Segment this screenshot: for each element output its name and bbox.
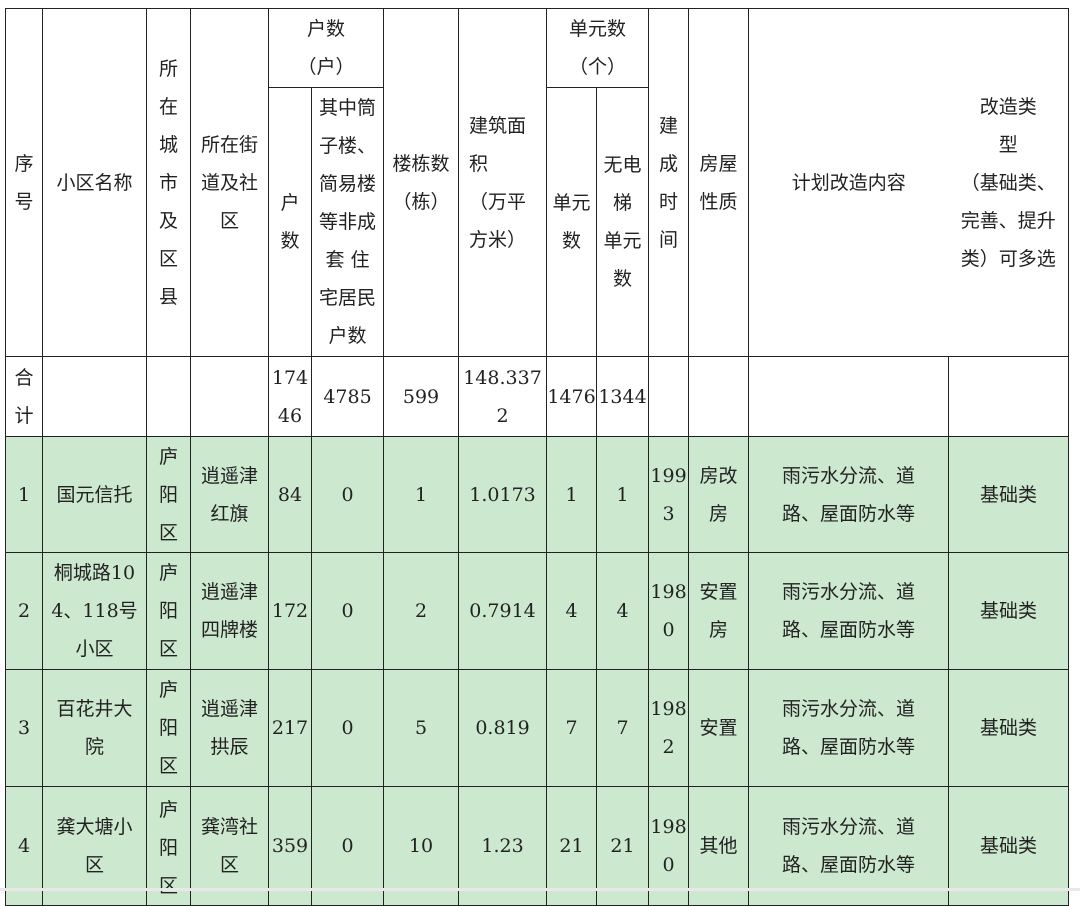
cell-buildings: 2 <box>383 552 460 670</box>
total-empty <box>948 356 1070 437</box>
total-buildings: 599 <box>383 356 460 437</box>
cell-plan: 雨污水分流、道 路、屋面防水等 <box>748 669 950 787</box>
header-subrow: 户 数 其中筒 子楼、 简易楼 等非成 套 住 宅居民 户数 单元 数 无电 梯… <box>6 87 1069 357</box>
cell-households: 359 <box>268 786 312 906</box>
total-empty <box>648 356 690 437</box>
total-area: 148.337 2 <box>458 356 548 437</box>
cell-category: 基础类 <box>948 552 1070 670</box>
total-tube-households: 4785 <box>310 356 385 437</box>
cell-plan: 雨污水分流、道 路、屋面防水等 <box>748 552 950 670</box>
renovation-table: 序 号 小区名称 所 在 城 市 及 区 县 所在街 道及社 区 户数 （户） … <box>5 8 1070 906</box>
total-units: 1476 <box>546 356 598 437</box>
cell-buildings: 5 <box>383 669 460 787</box>
header-area: 建筑面 积 （万平 方米） <box>458 8 548 357</box>
total-empty <box>42 356 147 437</box>
cell-category: 基础类 <box>948 436 1070 553</box>
header-plan-category: 计划改造内容 改造类 型 （基础类、 完善、提升 类）可多选 <box>748 8 1070 357</box>
table-row: 1 国元信托庐 阳 区逍遥津 红旗 84 0 1 1.0173 1 1 199 3 房改 房雨污水… <box>5 436 1070 553</box>
cell-type: 安置 <box>688 669 750 787</box>
cell-seq: 4 <box>5 786 43 906</box>
total-row: 合 计 174 46 4785 599 148.337 2 1476 1344 <box>5 356 1070 437</box>
table-row: 3 百花井大 院庐 阳 区逍遥津 拱辰 217 0 5 0.819 7 7 198 2 安置 雨污水… <box>5 669 1070 787</box>
cell-seq: 3 <box>5 669 43 787</box>
total-label: 合 计 <box>5 356 43 437</box>
header-units: 单元 数 <box>546 87 598 357</box>
total-empty <box>688 356 750 437</box>
header-built-year: 建 成 时 间 <box>648 8 690 357</box>
cell-name: 百花井大 院 <box>42 669 147 787</box>
cell-units: 21 <box>546 786 598 906</box>
cell-plan: 雨污水分流、道 路、屋面防水等 <box>748 436 950 553</box>
cell-city: 庐 阳 区 <box>146 552 191 670</box>
cell-street: 逍遥津 四牌楼 <box>190 552 269 670</box>
cell-name: 龚大塘小 区 <box>42 786 147 906</box>
header-households-group: 户数 （户） <box>267 8 385 88</box>
header-category: 改造类 型 （基础类、 完善、提升 类）可多选 <box>960 95 1056 270</box>
header-no-elevator-units: 无电 梯 单元 数 <box>596 87 650 357</box>
header-buildings: 楼栋数 （栋） <box>383 8 460 357</box>
cell-tube: 0 <box>310 786 385 906</box>
total-empty <box>748 356 950 437</box>
cell-buildings: 10 <box>383 786 460 906</box>
cell-area: 0.7914 <box>458 552 548 670</box>
header-street: 所在街 道及社 区 <box>190 8 269 357</box>
header-seq: 序 号 <box>5 8 43 357</box>
cell-category: 基础类 <box>948 669 1070 787</box>
cell-street: 龚湾社 区 <box>190 786 269 906</box>
cell-seq: 1 <box>5 436 43 553</box>
cell-type: 房改 房 <box>688 436 750 553</box>
total-empty <box>190 356 269 437</box>
header-plan: 计划改造内容 <box>791 171 906 194</box>
header-house-type: 房屋 性质 <box>688 8 750 357</box>
header-city: 所 在 城 市 及 区 县 <box>146 8 191 357</box>
cell-type: 安置 房 <box>688 552 750 670</box>
cell-year: 199 3 <box>648 436 690 553</box>
total-no-elevator-units: 1344 <box>596 356 650 437</box>
total-households: 174 46 <box>268 356 312 437</box>
header-name: 小区名称 <box>42 8 147 357</box>
cell-households: 84 <box>268 436 312 553</box>
cell-city: 庐 阳 区 <box>146 436 191 553</box>
cell-tube: 0 <box>310 552 385 670</box>
cell-seq: 2 <box>5 552 43 670</box>
cell-households: 217 <box>268 669 312 787</box>
cell-year: 198 2 <box>648 669 690 787</box>
cell-tube: 0 <box>310 436 385 553</box>
cell-street: 逍遥津 红旗 <box>190 436 269 553</box>
cell-tube: 0 <box>310 669 385 787</box>
cell-year: 198 0 <box>648 552 690 670</box>
cell-buildings: 1 <box>383 436 460 553</box>
header-households: 户 数 <box>268 87 312 357</box>
cell-name: 桐城路10 4、118号 小区 <box>42 552 147 670</box>
cell-area: 0.819 <box>458 669 548 787</box>
cell-units: 1 <box>546 436 598 553</box>
cell-no-elev: 7 <box>596 669 650 787</box>
cell-units: 4 <box>546 552 598 670</box>
header-units-group: 单元数 （个） <box>546 8 650 88</box>
cell-category: 基础类 <box>948 786 1070 906</box>
cell-households: 172 <box>268 552 312 670</box>
table-row: 2 桐城路10 4、118号 小区庐 阳 区逍遥津 四牌楼 172 0 2 0.7914 4… <box>5 552 1070 670</box>
cell-name: 国元信托 <box>42 436 147 553</box>
cell-area: 1.23 <box>458 786 548 906</box>
cell-units: 7 <box>546 669 598 787</box>
page-edge <box>0 888 1080 891</box>
cell-city: 庐 阳 区 <box>146 669 191 787</box>
cell-no-elev: 21 <box>596 786 650 906</box>
cell-area: 1.0173 <box>458 436 548 553</box>
cell-type: 其他 <box>688 786 750 906</box>
cell-year: 198 0 <box>648 786 690 906</box>
total-empty <box>146 356 191 437</box>
header-tube-households: 其中筒 子楼、 简易楼 等非成 套 住 宅居民 户数 <box>310 87 385 357</box>
header-row: 序 号 小区名称 所 在 城 市 及 区 县 所在街 道及社 区 户数 （户） … <box>5 8 1070 357</box>
cell-city: 庐 阳 区 <box>146 786 191 906</box>
table-row: 4 龚大塘小 区庐 阳 区龚湾社 区 359 0 10 1.23 21 21 198 0 其他 雨污… <box>5 786 1070 906</box>
cell-no-elev: 1 <box>596 436 650 553</box>
cell-plan: 雨污水分流、道 路、屋面防水等 <box>748 786 950 906</box>
cell-street: 逍遥津 拱辰 <box>190 669 269 787</box>
cell-no-elev: 4 <box>596 552 650 670</box>
